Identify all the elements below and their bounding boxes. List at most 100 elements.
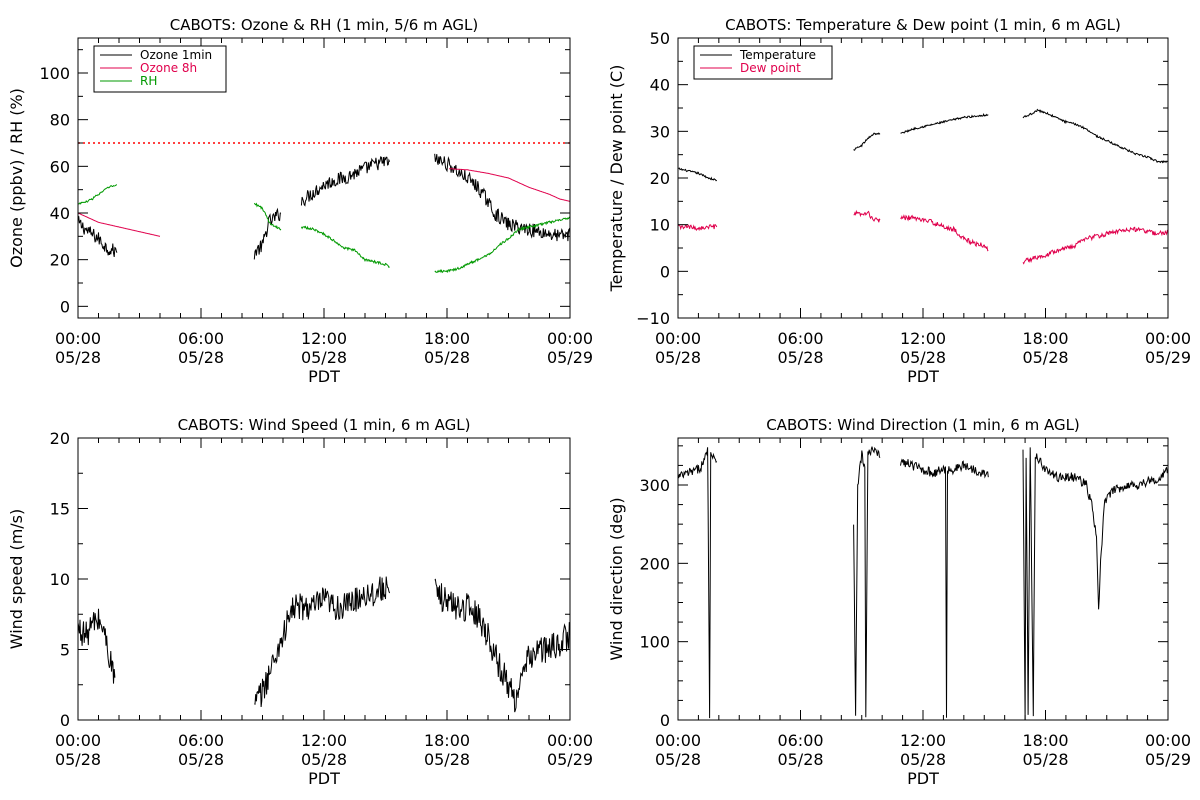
x-tick-label-time: 18:00 bbox=[424, 731, 470, 750]
y-tick-label: 300 bbox=[639, 476, 670, 495]
x-tick-label-date: 05/29 bbox=[547, 348, 593, 367]
y-tick-label: 40 bbox=[50, 204, 70, 223]
x-tick-label-date: 05/28 bbox=[178, 348, 224, 367]
x-tick-label-date: 05/29 bbox=[547, 750, 593, 769]
series-segment bbox=[1022, 447, 1168, 720]
series-segment bbox=[254, 576, 391, 708]
x-tick-label-time: 00:00 bbox=[655, 731, 701, 750]
x-tick-label-date: 05/29 bbox=[1145, 750, 1191, 769]
series-segment bbox=[678, 223, 718, 232]
series-ozone-8h bbox=[78, 168, 570, 237]
y-tick-label: 10 bbox=[650, 216, 670, 235]
series-segment bbox=[78, 216, 118, 257]
plot-frame bbox=[77, 437, 571, 721]
series-segment bbox=[1022, 226, 1168, 265]
x-tick-label-time: 00:00 bbox=[55, 329, 101, 348]
series-segment bbox=[434, 216, 570, 274]
x-tick-label-date: 05/28 bbox=[55, 750, 101, 769]
series-segment bbox=[253, 202, 282, 231]
x-tick-label-time: 18:00 bbox=[1022, 329, 1068, 348]
y-tick-label: 20 bbox=[50, 429, 70, 448]
legend-entry: Ozone 8h bbox=[140, 61, 197, 75]
x-axis-label: PDT bbox=[308, 769, 340, 788]
x-tick-label-date: 05/28 bbox=[900, 348, 946, 367]
series-segment bbox=[78, 608, 116, 684]
chart-title: CABOTS: Temperature & Dew point (1 min, … bbox=[725, 16, 1121, 34]
x-tick-label-time: 18:00 bbox=[424, 329, 470, 348]
chart-title: CABOTS: Ozone & RH (1 min, 5/6 m AGL) bbox=[170, 16, 478, 34]
x-tick-label-date: 05/28 bbox=[1022, 348, 1068, 367]
x-tick-label-time: 00:00 bbox=[1145, 329, 1191, 348]
series-segment bbox=[900, 214, 989, 252]
series-line bbox=[678, 446, 1168, 720]
x-tick-label-date: 05/28 bbox=[424, 750, 470, 769]
x-tick-label-time: 12:00 bbox=[900, 731, 946, 750]
series-segment bbox=[253, 207, 282, 260]
plot-frame bbox=[677, 37, 1169, 319]
x-tick-label-time: 00:00 bbox=[55, 731, 101, 750]
y-tick-label: 15 bbox=[50, 500, 70, 519]
x-tick-label-date: 05/28 bbox=[424, 348, 470, 367]
x-tick-label-date: 05/29 bbox=[1145, 348, 1191, 367]
series-rh bbox=[78, 184, 570, 274]
plot-frame bbox=[677, 437, 1169, 721]
series-segment bbox=[300, 156, 391, 207]
y-tick-label: 0 bbox=[60, 711, 70, 730]
series-segment bbox=[853, 132, 881, 151]
x-tick-label-time: 12:00 bbox=[301, 731, 347, 750]
chart-panel-1: CABOTS: Ozone & RH (1 min, 5/6 m AGL) 0 20… bbox=[7, 16, 593, 386]
series-segment bbox=[78, 212, 161, 237]
y-tick-label: 0 bbox=[60, 297, 70, 316]
y-tick-label: 20 bbox=[50, 251, 70, 270]
y-tick-label: 100 bbox=[39, 64, 70, 83]
x-tick-label-date: 05/28 bbox=[301, 750, 347, 769]
series-line bbox=[78, 576, 570, 713]
series-temperature bbox=[678, 108, 1168, 182]
y-tick-label: 200 bbox=[639, 554, 670, 573]
x-tick-label-time: 18:00 bbox=[1022, 731, 1068, 750]
x-tick-label-date: 05/28 bbox=[1022, 750, 1068, 769]
y-tick-label: 40 bbox=[650, 76, 670, 95]
x-tick-label-date: 05/28 bbox=[777, 750, 823, 769]
x-tick-label-time: 06:00 bbox=[178, 329, 224, 348]
series-segment bbox=[434, 153, 570, 242]
chart-title: CABOTS: Wind Speed (1 min, 6 m AGL) bbox=[178, 416, 471, 434]
x-tick-label-date: 05/28 bbox=[178, 750, 224, 769]
x-tick-label-time: 00:00 bbox=[1145, 731, 1191, 750]
y-tick-label: 100 bbox=[639, 633, 670, 652]
legend-box bbox=[93, 45, 227, 93]
y-tick-label: −10 bbox=[636, 309, 670, 328]
x-tick-label-date: 05/28 bbox=[900, 750, 946, 769]
x-axis-label: PDT bbox=[308, 367, 340, 386]
x-tick-label-date: 05/28 bbox=[55, 348, 101, 367]
series-segment bbox=[853, 446, 881, 718]
y-tick-label: 0 bbox=[660, 711, 670, 730]
legend-entry: RH bbox=[140, 74, 157, 88]
x-tick-label-time: 00:00 bbox=[547, 731, 593, 750]
series-segment bbox=[449, 168, 570, 202]
x-tick-label-time: 00:00 bbox=[655, 329, 701, 348]
x-tick-label-date: 05/28 bbox=[777, 348, 823, 367]
series-segment bbox=[300, 225, 390, 269]
series-segment bbox=[853, 209, 881, 223]
legend-entry: Dew point bbox=[740, 61, 801, 75]
y-axis-label: Temperature / Dew point (C) bbox=[607, 65, 626, 293]
legend-box bbox=[693, 45, 833, 80]
series-segment bbox=[78, 184, 118, 205]
legend-entry: Ozone 1min bbox=[140, 48, 212, 62]
y-tick-label: 30 bbox=[650, 122, 670, 141]
series-segment bbox=[434, 578, 570, 713]
x-tick-label-time: 00:00 bbox=[547, 329, 593, 348]
series-segment bbox=[900, 458, 989, 718]
x-tick-label-date: 05/28 bbox=[301, 348, 347, 367]
chart-title: CABOTS: Wind Direction (1 min, 6 m AGL) bbox=[766, 416, 1080, 434]
x-axis-label: PDT bbox=[907, 769, 939, 788]
series-ozone-1min bbox=[78, 153, 570, 260]
y-tick-label: 60 bbox=[50, 157, 70, 176]
y-axis-label: Ozone (ppbv) / RH (%) bbox=[7, 88, 26, 268]
series-segment bbox=[900, 113, 989, 134]
y-tick-label: 50 bbox=[650, 29, 670, 48]
